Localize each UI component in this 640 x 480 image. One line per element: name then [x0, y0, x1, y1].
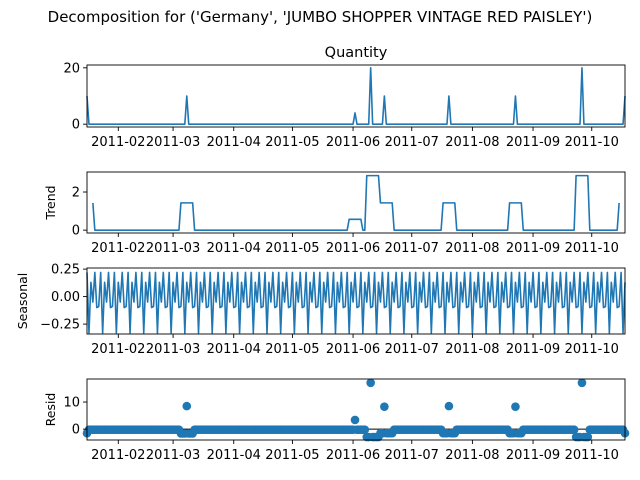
panel-title: Quantity: [325, 45, 388, 61]
trend-series-line: [92, 174, 620, 231]
resid-point: [366, 378, 375, 388]
x-tick-label: 2011-06: [326, 135, 380, 150]
axes-frame: [86, 64, 626, 128]
resid-point: [511, 402, 520, 411]
x-tick-label: 2011-10: [565, 448, 619, 463]
axes-frame: [86, 171, 626, 234]
resid-point: [380, 402, 389, 411]
y-tick-label: 20: [63, 61, 80, 76]
x-tick-label: 2011-03: [146, 241, 200, 256]
x-tick-label: 2011-04: [207, 135, 261, 150]
panel-4: Resid 0 10 2011-02 2011-03 2011-04 2011-05 2011…: [43, 378, 630, 463]
x-tick-label: 2011-10: [565, 342, 619, 357]
y-tick-label: 0.25: [51, 263, 80, 278]
resid-point: [444, 401, 454, 411]
x-tick-label: 2011-03: [146, 448, 200, 463]
panel-1: Quantity 0 20 2011-02 2011-03 2011-04 2011-05 2…: [63, 45, 626, 150]
x-tick-label: 2011-02: [91, 241, 145, 256]
figure-title: Decomposition for ('Germany', 'JUMBO SHO…: [48, 8, 593, 26]
x-tick-label: 2011-09: [506, 448, 560, 463]
quantity-series-line: [86, 67, 626, 125]
x-tick-label: 2011-04: [207, 448, 261, 463]
x-tick-label: 2011-04: [207, 241, 261, 256]
resid-point: [182, 401, 192, 411]
y-tick-label: −0.25: [40, 318, 80, 333]
x-tick-label: 2011-05: [265, 135, 319, 150]
resid-point: [350, 415, 360, 425]
x-tick-label: 2011-03: [146, 135, 200, 150]
x-tick-label: 2011-06: [326, 241, 380, 256]
y-tick-label: 0.00: [51, 290, 80, 305]
x-tick-label: 2011-07: [385, 342, 439, 357]
x-tick-label: 2011-02: [91, 448, 145, 463]
axes-frame: [86, 378, 626, 441]
x-tick-label: 2011-04: [207, 342, 261, 357]
resid-point: [360, 425, 370, 435]
x-tick-label: 2011-02: [91, 342, 145, 357]
x-tick-label: 2011-08: [445, 448, 499, 463]
panel-2: Trend 0 2 2011-02 2011-03 2011-04 2011-05 2011-…: [43, 171, 626, 256]
x-tick-label: 2011-07: [385, 135, 439, 150]
x-tick-label: 2011-10: [565, 241, 619, 256]
x-tick-label: 2011-09: [506, 342, 560, 357]
y-axis-label: Trend: [43, 185, 58, 220]
x-tick-label: 2011-06: [326, 448, 380, 463]
y-axis-label: Seasonal: [15, 273, 30, 330]
x-tick-label: 2011-08: [445, 241, 499, 256]
x-tick-label: 2011-07: [385, 448, 439, 463]
resid-point: [583, 432, 593, 442]
x-tick-label: 2011-05: [265, 448, 319, 463]
x-tick-label: 2011-09: [506, 135, 560, 150]
x-tick-label: 2011-02: [91, 135, 145, 150]
x-tick-label: 2011-09: [506, 241, 560, 256]
x-tick-label: 2011-10: [565, 135, 619, 150]
panel-3: Seasonal 0.25 0.00 −0.25 2011-02 2011-03 2011-…: [15, 263, 626, 357]
x-tick-label: 2011-03: [146, 342, 200, 357]
x-tick-label: 2011-05: [265, 342, 319, 357]
y-tick-label: 0: [72, 423, 80, 438]
x-tick-label: 2011-08: [445, 135, 499, 150]
resid-point: [569, 425, 579, 435]
x-tick-label: 2011-05: [265, 241, 319, 256]
seasonal-series-line: [86, 271, 626, 334]
x-tick-label: 2011-08: [445, 342, 499, 357]
y-tick-label: 0: [72, 224, 80, 239]
y-tick-label: 10: [63, 396, 80, 411]
axes-frame: [86, 267, 626, 335]
y-axis-label: Resid: [43, 393, 58, 427]
x-tick-label: 2011-07: [385, 241, 439, 256]
resid-point: [577, 378, 587, 388]
x-tick-label: 2011-06: [326, 342, 380, 357]
y-tick-label: 2: [72, 186, 80, 201]
y-tick-label: 0: [72, 118, 80, 133]
